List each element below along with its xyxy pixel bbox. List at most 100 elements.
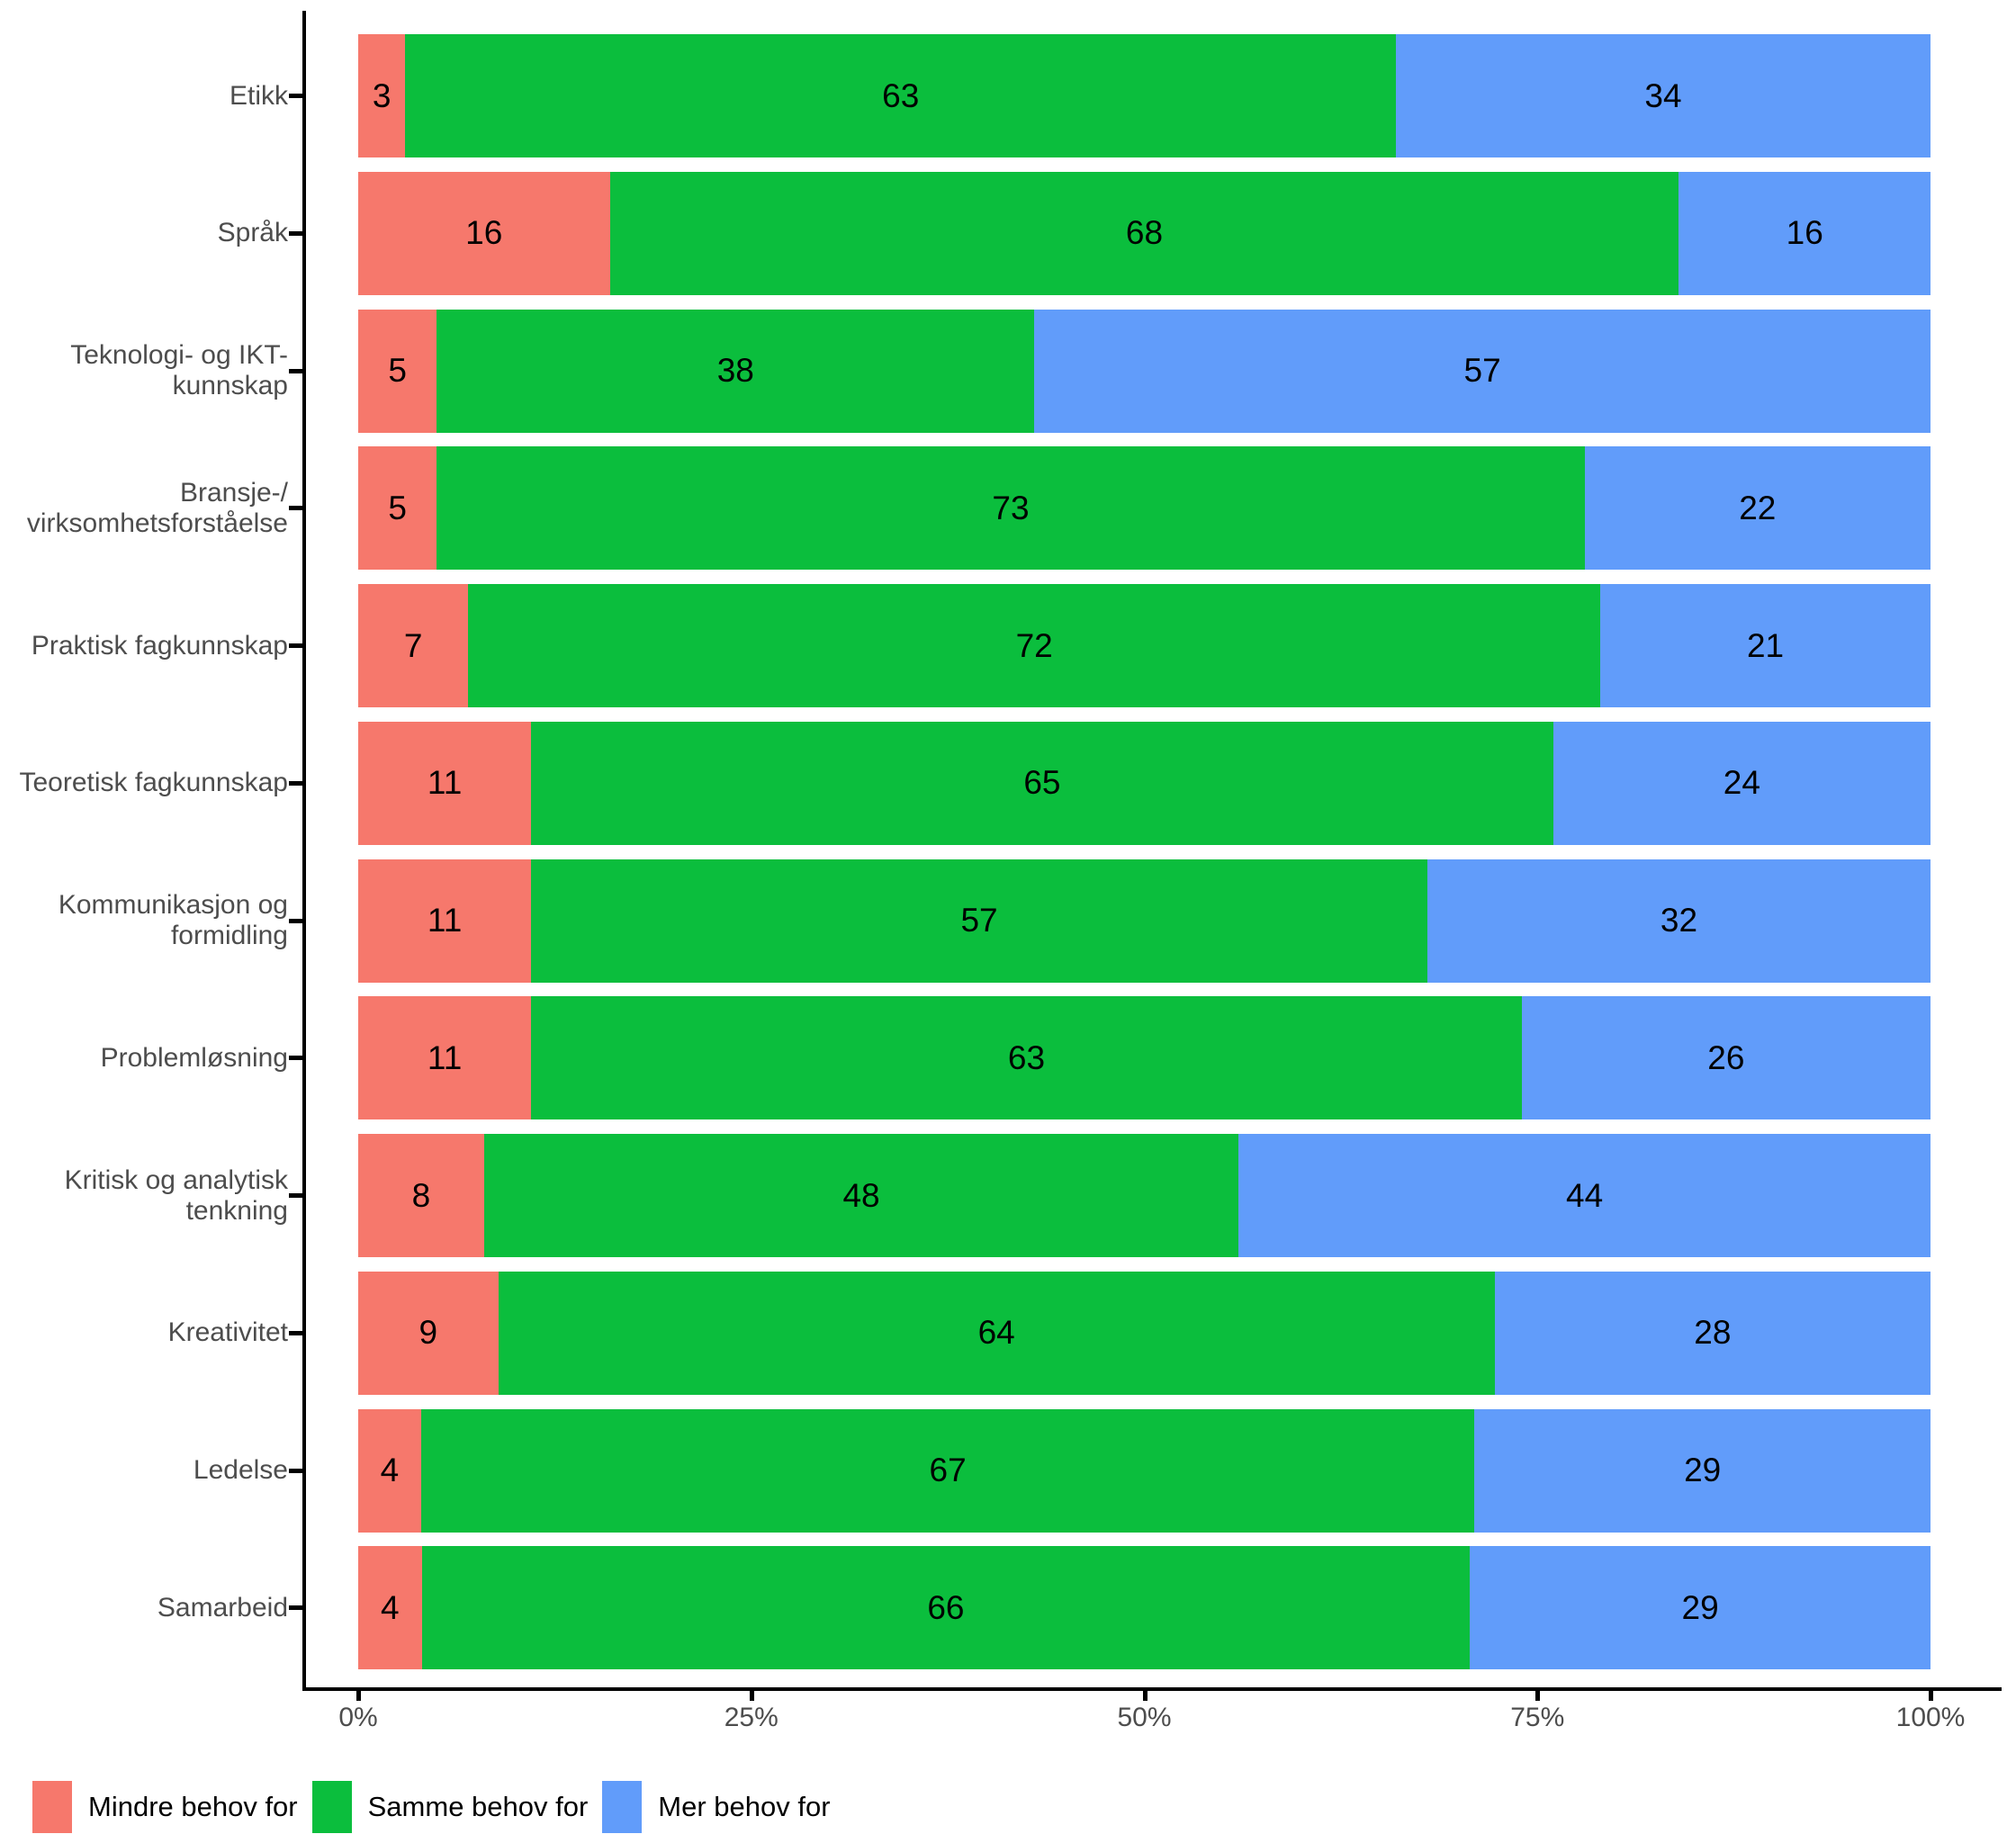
stacked-bar: 11 57 32: [358, 859, 1930, 983]
y-axis-tick: [289, 1330, 302, 1335]
x-axis-line: [302, 1687, 2002, 1691]
x-tick-label: 100%: [1895, 1703, 1966, 1732]
y-axis-tick: [289, 643, 302, 648]
bar-segment-samme-behov-for: 63: [405, 34, 1397, 157]
bar-row: Etikk 3 63 34: [0, 34, 2016, 157]
stacked-bar: 11 65 24: [358, 721, 1930, 845]
y-axis-tick: [289, 918, 302, 923]
category-label: Etikk: [229, 80, 288, 111]
legend-swatch-samme-behov-for: [311, 1781, 352, 1833]
bar-row: Ledelse 4 67 29: [0, 1408, 2016, 1533]
category-label: Samarbeid: [157, 1592, 288, 1623]
legend-label-mer-behov-for: Mer behov for: [658, 1791, 831, 1822]
x-axis-tick: [749, 1691, 754, 1701]
legend-label-samme-behov-for: Samme behov for: [367, 1791, 589, 1822]
bar-row: Samarbeid 4 66 29: [0, 1546, 2016, 1670]
legend-item-mindre-behov-for: Mindre behov for: [32, 1781, 298, 1833]
bar-segment-mindre-behov-for: 7: [358, 584, 469, 707]
bar-segment-samme-behov-for: 67: [420, 1408, 1475, 1533]
bar-segment-samme-behov-for: 48: [483, 1134, 1239, 1257]
stacked-bar: 16 68 16: [358, 171, 1930, 295]
bar-row: Teoretisk fagkunnskap 11 65 24: [0, 721, 2016, 845]
bar-row: Kreativitet 9 64 28: [0, 1271, 2016, 1395]
bar-segment-mindre-behov-for: 4: [358, 1408, 421, 1533]
bar-row: Bransje-/ virksomhetsforståelse 5 73 22: [0, 446, 2016, 571]
bar-row: Praktisk fagkunnskap 7 72 21: [0, 584, 2016, 707]
bar-segment-samme-behov-for: 68: [609, 171, 1679, 295]
bar-segment-samme-behov-for: 73: [436, 446, 1585, 571]
stacked-bar: 5 38 57: [358, 309, 1930, 433]
category-label: Praktisk fagkunnskap: [31, 630, 288, 661]
bar-segment-mindre-behov-for: 3: [358, 34, 406, 157]
bar-segment-samme-behov-for: 64: [498, 1271, 1495, 1395]
bar-segment-samme-behov-for: 66: [421, 1546, 1471, 1670]
bar-row: Kommunikasjon og formidling 11 57 32: [0, 859, 2016, 983]
y-axis-tick: [289, 1193, 302, 1198]
stacked-bar: 4 66 29: [358, 1546, 1930, 1670]
bar-segment-mer-behov-for: 32: [1426, 859, 1930, 983]
bar-segment-mer-behov-for: 29: [1470, 1546, 1930, 1670]
category-label: Teoretisk fagkunnskap: [19, 768, 288, 798]
y-axis-tick: [289, 1605, 302, 1611]
legend: Mindre behov for Samme behov for Mer beh…: [32, 1780, 845, 1834]
x-tick-label: 25%: [724, 1703, 778, 1732]
y-axis-tick: [289, 1468, 302, 1473]
bar-segment-mer-behov-for: 44: [1238, 1134, 1930, 1257]
bar-segment-mindre-behov-for: 16: [358, 171, 610, 295]
bar-segment-mer-behov-for: 57: [1034, 309, 1930, 433]
y-axis-tick: [289, 506, 302, 511]
category-label: Bransje-/ virksomhetsforståelse: [26, 478, 288, 538]
category-label: Kommunikasjon og formidling: [58, 890, 288, 950]
bar-segment-mindre-behov-for: 11: [358, 859, 532, 983]
bar-segment-mer-behov-for: 16: [1678, 171, 1930, 295]
bar-segment-mer-behov-for: 26: [1521, 996, 1930, 1120]
x-axis-tick: [356, 1691, 361, 1701]
y-axis-tick: [289, 780, 302, 786]
stacked-bar: 11 63 26: [358, 996, 1930, 1120]
bar-segment-mer-behov-for: 28: [1494, 1271, 1930, 1395]
x-tick-label: 75%: [1510, 1703, 1565, 1732]
bar-segment-samme-behov-for: 57: [531, 859, 1427, 983]
x-axis-tick: [1142, 1691, 1148, 1701]
bar-segment-mer-behov-for: 22: [1584, 446, 1930, 571]
legend-swatch-mindre-behov-for: [32, 1781, 72, 1833]
category-label: Kritisk og analytisk tenkning: [64, 1164, 288, 1226]
bar-row: Språk 16 68 16: [0, 171, 2016, 295]
y-axis-tick: [289, 230, 302, 236]
bar-segment-mindre-behov-for: 11: [358, 721, 532, 845]
bar-row: Kritisk og analytisk tenkning 8 48 44: [0, 1134, 2016, 1257]
stacked-bar: 7 72 21: [358, 584, 1930, 707]
bar-row: Problemløsning 11 63 26: [0, 996, 2016, 1120]
legend-swatch-mer-behov-for: [602, 1781, 643, 1833]
bar-segment-mer-behov-for: 29: [1474, 1408, 1930, 1533]
stacked-bar: 5 73 22: [358, 446, 1930, 571]
y-axis-tick: [289, 368, 302, 373]
category-label: Teknologi- og IKT- kunnskap: [70, 340, 288, 400]
x-axis-tick: [1929, 1691, 1933, 1701]
bar-segment-mindre-behov-for: 9: [358, 1271, 499, 1395]
stacked-bar: 3 63 34: [358, 34, 1930, 157]
bar-segment-samme-behov-for: 65: [531, 721, 1553, 845]
bar-segment-mer-behov-for: 34: [1396, 34, 1930, 157]
legend-label-mindre-behov-for: Mindre behov for: [88, 1791, 298, 1822]
bar-segment-samme-behov-for: 38: [436, 309, 1035, 433]
bar-segment-mindre-behov-for: 5: [358, 446, 437, 571]
legend-item-samme-behov-for: Samme behov for: [311, 1781, 589, 1833]
category-label: Språk: [217, 218, 288, 248]
x-tick-label: 0%: [338, 1703, 378, 1732]
x-tick-label: 50%: [1117, 1703, 1172, 1732]
stacked-bar: 9 64 28: [358, 1271, 1930, 1395]
x-axis-tick: [1535, 1691, 1541, 1701]
bar-row: Teknologi- og IKT- kunnskap 5 38 57: [0, 309, 2016, 433]
bar-segment-mindre-behov-for: 8: [358, 1134, 484, 1257]
y-axis-tick: [289, 94, 302, 98]
bar-segment-mer-behov-for: 24: [1552, 721, 1930, 845]
bar-segment-samme-behov-for: 72: [468, 584, 1601, 707]
category-label: Ledelse: [193, 1455, 288, 1486]
bar-segment-samme-behov-for: 63: [531, 996, 1522, 1120]
bar-segment-mindre-behov-for: 5: [358, 309, 437, 433]
stacked-bar: 8 48 44: [358, 1134, 1930, 1257]
stacked-bar: 4 67 29: [358, 1408, 1930, 1533]
bar-segment-mindre-behov-for: 11: [358, 996, 532, 1120]
